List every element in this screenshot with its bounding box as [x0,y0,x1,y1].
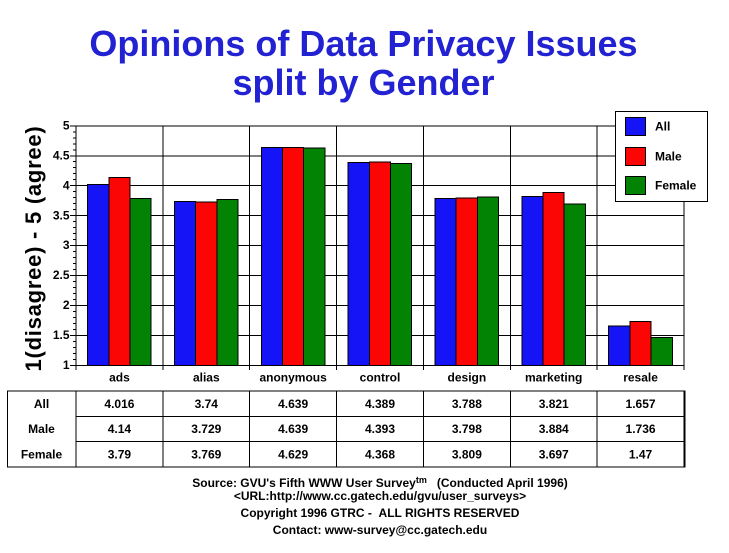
svg-text:3.74: 3.74 [195,397,219,411]
svg-text:Male: Male [28,422,55,436]
svg-text:3.788: 3.788 [452,397,482,411]
svg-text:Copyright 1996 GTRC - ALL RIG: Copyright 1996 GTRC - ALL RIGHTS RESERVE… [241,506,520,520]
svg-text:split by Gender: split by Gender [232,62,494,103]
svg-text:Source: GVU's Fifth WWW User S: Source: GVU's Fifth WWW User Surveytm (C… [192,475,567,490]
svg-text:<URL:http://www.cc.gatech.edu/: <URL:http://www.cc.gatech.edu/gvu/user_s… [234,489,526,503]
svg-text:Female: Female [655,179,697,193]
svg-text:4.629: 4.629 [278,448,308,462]
svg-text:Contact: www-survey@cc.gatech.: Contact: www-survey@cc.gatech.edu [273,523,487,537]
svg-text:4.389: 4.389 [365,397,395,411]
svg-text:Opinions of Data Privacy Issue: Opinions of Data Privacy Issues [89,23,637,64]
svg-text:design: design [448,371,487,385]
svg-text:Female: Female [21,448,63,462]
svg-text:3.769: 3.769 [191,448,221,462]
svg-text:4.016: 4.016 [104,397,134,411]
svg-text:marketing: marketing [525,371,582,385]
svg-text:1: 1 [63,358,70,372]
svg-text:1.657: 1.657 [626,397,656,411]
svg-text:3.79: 3.79 [108,448,132,462]
svg-text:4.639: 4.639 [278,397,308,411]
svg-text:2: 2 [63,298,70,312]
svg-text:3.884: 3.884 [539,422,569,436]
svg-text:All: All [655,120,670,134]
svg-text:3.821: 3.821 [539,397,569,411]
svg-text:5: 5 [63,118,70,132]
svg-text:alias: alias [193,371,220,385]
svg-text:3.697: 3.697 [539,448,569,462]
svg-text:3.5: 3.5 [53,208,70,222]
svg-text:3: 3 [63,238,70,252]
svg-text:ads: ads [109,371,130,385]
svg-text:1.47: 1.47 [629,448,653,462]
svg-text:4: 4 [63,178,70,192]
svg-text:4.5: 4.5 [53,148,70,162]
svg-text:control: control [360,371,401,385]
svg-text:3.798: 3.798 [452,422,482,436]
svg-text:anonymous: anonymous [259,371,327,385]
svg-text:4.368: 4.368 [365,448,395,462]
svg-text:4.639: 4.639 [278,422,308,436]
svg-text:1(disagree) - 5 (agree): 1(disagree) - 5 (agree) [21,126,46,372]
svg-text:3.809: 3.809 [452,448,482,462]
svg-text:resale: resale [623,371,658,385]
svg-text:Male: Male [655,150,682,164]
svg-text:1.5: 1.5 [53,328,70,342]
svg-text:All: All [34,397,49,411]
svg-text:4.393: 4.393 [365,422,395,436]
svg-text:3.729: 3.729 [191,422,221,436]
svg-text:2.5: 2.5 [53,268,70,282]
svg-text:4.14: 4.14 [108,422,132,436]
svg-text:1.736: 1.736 [626,422,656,436]
